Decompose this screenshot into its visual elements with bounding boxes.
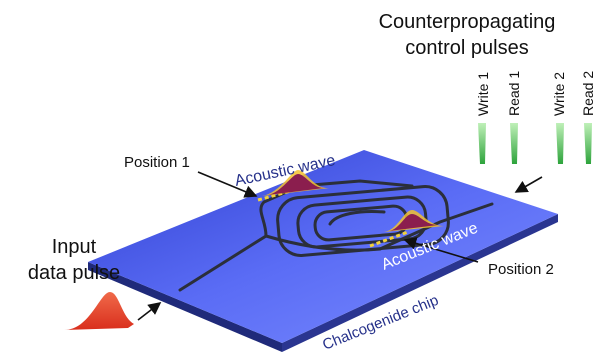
control-pulses (478, 123, 592, 164)
write2-pulse (556, 123, 564, 164)
input-pulse (64, 292, 134, 330)
pulse-label-read2: Read 2 (580, 71, 596, 116)
position2-label: Position 2 (488, 261, 554, 278)
pulse-label-read1: Read 1 (506, 71, 522, 116)
control-arrow (514, 176, 543, 193)
chalcogenide-chip (88, 150, 558, 352)
read1-pulse (510, 123, 518, 164)
position1-label: Position 1 (124, 154, 190, 171)
chip-side-right (282, 214, 558, 352)
input-label-line1: Input (52, 236, 97, 258)
pulse-label-write2: Write 2 (551, 72, 567, 116)
input-arrow (137, 302, 162, 321)
title-line1: Counterpropagating (379, 11, 556, 33)
write1-pulse (478, 123, 486, 164)
acoustic-pulse-bottom (384, 210, 444, 232)
read2-pulse (584, 123, 592, 164)
title-line2: control pulses (405, 37, 528, 59)
pulse-label-write1: Write 1 (475, 72, 491, 116)
acoustic-pulse-top (262, 170, 330, 196)
position2-arrow (403, 237, 479, 263)
position1-arrow (197, 171, 258, 198)
chip-side-front (88, 262, 282, 352)
input-label-line2: data pulse (28, 262, 120, 284)
